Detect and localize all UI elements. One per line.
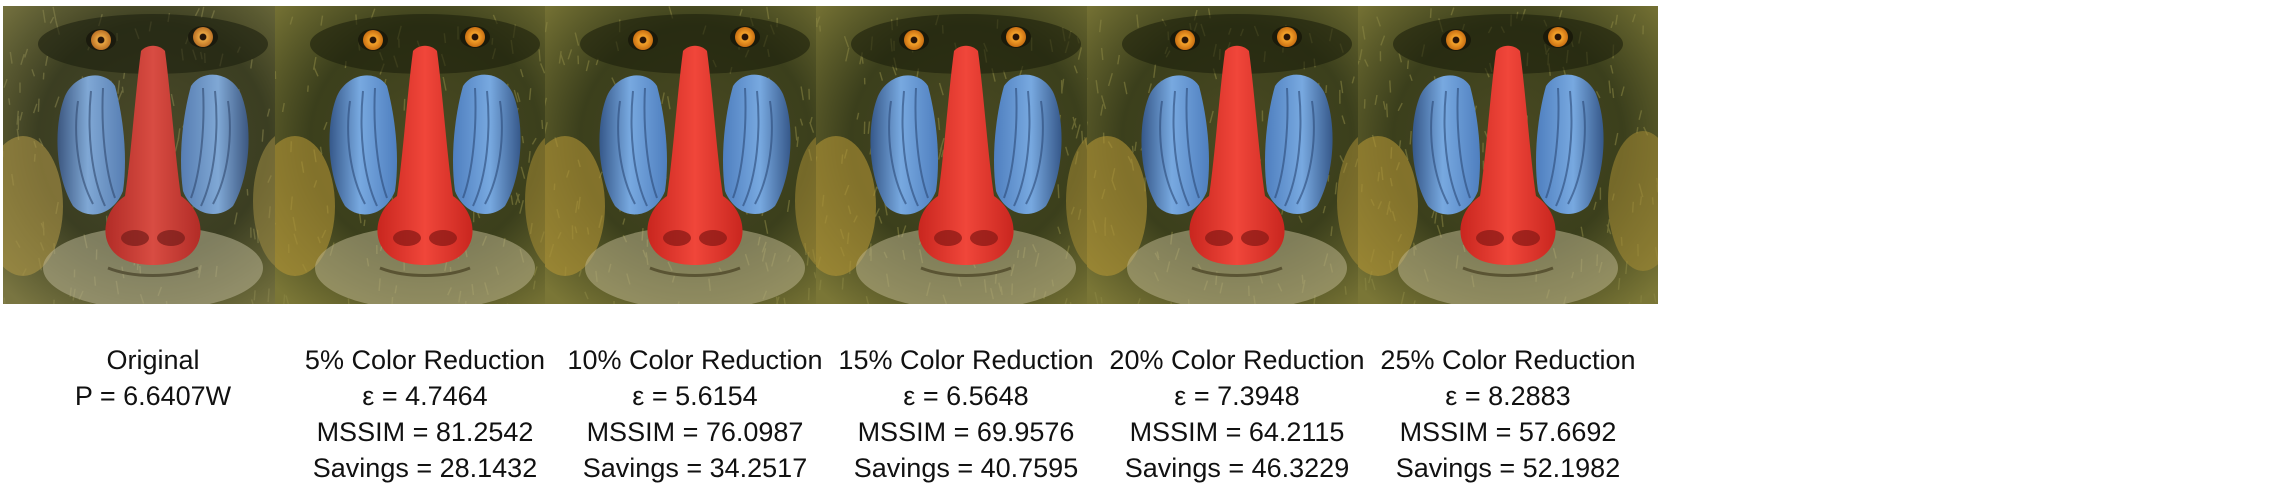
baboon-image (545, 6, 845, 304)
caption: Original P = 6.6407W (0, 342, 343, 414)
caption-title: Original (106, 345, 200, 375)
caption: 10% Color Reduction ε = 5.6154 MSSIM = 76.… (505, 342, 885, 486)
baboon-image (3, 6, 303, 304)
panel-6: 25% Color Reduction ε = 8.2883 MSSIM = 57.… (1358, 6, 1658, 483)
caption-metric-3: Savings = 46.3229 (1124, 453, 1350, 483)
caption: 25% Color Reduction ε = 8.2883 MSSIM = 57.… (1318, 342, 1698, 486)
caption: 20% Color Reduction ε = 7.3948 MSSIM = 64.… (1047, 342, 1427, 486)
caption-metric-1: ε = 7.3948 (1174, 381, 1300, 411)
caption-metric-3: Savings = 40.7595 (853, 453, 1079, 483)
baboon-image (1358, 6, 1658, 304)
caption-metric-1: ε = 8.2883 (1445, 381, 1571, 411)
caption-metric-2: MSSIM = 64.2115 (1129, 417, 1345, 447)
panel-2: 5% Color Reduction ε = 4.7464 MSSIM = 81.2… (275, 6, 575, 483)
caption: 5% Color Reduction ε = 4.7464 MSSIM = 81.2… (235, 342, 615, 486)
caption-metric-3: Savings = 34.2517 (582, 453, 808, 483)
caption-metric-2: MSSIM = 69.9576 (857, 417, 1075, 447)
caption-metric-1: P = 6.6407W (74, 381, 232, 411)
caption-title: 20% Color Reduction (1109, 345, 1365, 375)
caption-metric-1: ε = 4.7464 (362, 381, 488, 411)
caption-title: 25% Color Reduction (1380, 345, 1636, 375)
baboon-image (1087, 6, 1387, 304)
caption-metric-3: Savings = 52.1982 (1395, 453, 1621, 483)
baboon-image (275, 6, 575, 304)
caption-metric-2: MSSIM = 81.2542 (316, 417, 534, 447)
caption-title: 10% Color Reduction (567, 345, 823, 375)
caption-metric-1: ε = 5.6154 (632, 381, 758, 411)
panel-4: 15% Color Reduction ε = 6.5648 MSSIM = 69.… (816, 6, 1116, 483)
caption-metric-2: MSSIM = 76.0987 (586, 417, 804, 447)
panel-3: 10% Color Reduction ε = 5.6154 MSSIM = 76.… (545, 6, 845, 483)
caption-metric-2: MSSIM = 57.6692 (1399, 417, 1617, 447)
caption-title: 5% Color Reduction (304, 345, 546, 375)
baboon-image (816, 6, 1116, 304)
panel-5: 20% Color Reduction ε = 7.3948 MSSIM = 64.… (1087, 6, 1387, 483)
caption: 15% Color Reduction ε = 6.5648 MSSIM = 69.… (776, 342, 1156, 486)
caption-title: 15% Color Reduction (838, 345, 1094, 375)
caption-metric-3: Savings = 28.1432 (312, 453, 538, 483)
caption-metric-1: ε = 6.5648 (903, 381, 1029, 411)
panel-1: Original P = 6.6407W (3, 6, 303, 411)
